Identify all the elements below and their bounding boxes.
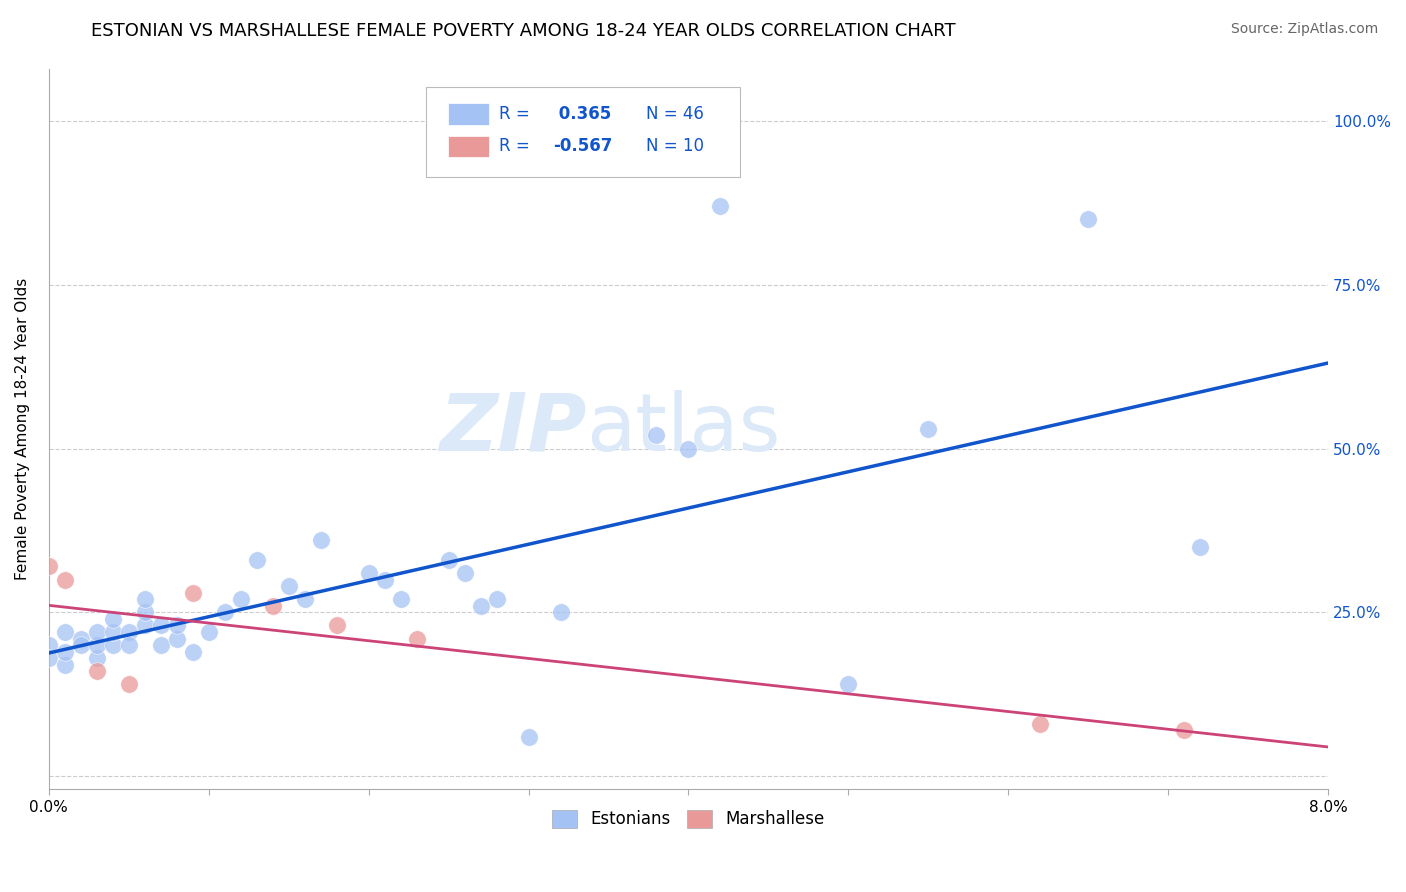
FancyBboxPatch shape	[449, 136, 489, 157]
Text: R =: R =	[499, 137, 536, 155]
Point	[277, 579, 299, 593]
Point	[86, 624, 108, 639]
Y-axis label: Female Poverty Among 18-24 Year Olds: Female Poverty Among 18-24 Year Olds	[15, 277, 30, 580]
Text: ESTONIAN VS MARSHALLESE FEMALE POVERTY AMONG 18-24 YEAR OLDS CORRELATION CHART: ESTONIAN VS MARSHALLESE FEMALE POVERTY A…	[91, 22, 956, 40]
Point	[550, 605, 572, 619]
Point	[405, 632, 427, 646]
Point	[69, 638, 91, 652]
Point	[374, 573, 396, 587]
Text: N = 46: N = 46	[647, 105, 704, 123]
Point	[38, 638, 60, 652]
Point	[69, 632, 91, 646]
Point	[101, 612, 124, 626]
Point	[38, 559, 60, 574]
Point	[437, 553, 460, 567]
Point	[166, 632, 188, 646]
Point	[517, 730, 540, 744]
Point	[389, 592, 412, 607]
Point	[101, 624, 124, 639]
Point	[1173, 723, 1195, 738]
FancyBboxPatch shape	[449, 103, 489, 125]
Point	[86, 638, 108, 652]
Point	[53, 657, 76, 672]
Point	[837, 677, 859, 691]
Point	[86, 665, 108, 679]
Point	[229, 592, 252, 607]
Point	[118, 624, 141, 639]
Point	[453, 566, 475, 580]
Point	[470, 599, 492, 613]
Point	[709, 199, 731, 213]
Point	[246, 553, 269, 567]
Text: N = 10: N = 10	[647, 137, 704, 155]
Point	[485, 592, 508, 607]
Point	[149, 618, 172, 632]
Point	[214, 605, 236, 619]
Point	[678, 442, 700, 456]
Text: -0.567: -0.567	[553, 137, 612, 155]
Point	[197, 624, 219, 639]
Point	[101, 638, 124, 652]
Point	[325, 618, 347, 632]
Point	[53, 573, 76, 587]
Point	[294, 592, 316, 607]
Text: Source: ZipAtlas.com: Source: ZipAtlas.com	[1230, 22, 1378, 37]
Point	[645, 428, 668, 442]
Point	[1189, 540, 1212, 554]
Text: ZIP: ZIP	[439, 390, 586, 468]
Point	[357, 566, 380, 580]
Point	[134, 618, 156, 632]
Point	[262, 599, 284, 613]
Point	[181, 645, 204, 659]
Text: atlas: atlas	[586, 390, 780, 468]
Point	[38, 651, 60, 665]
Point	[118, 677, 141, 691]
Point	[53, 624, 76, 639]
Point	[53, 645, 76, 659]
Point	[86, 651, 108, 665]
Text: 0.365: 0.365	[553, 105, 612, 123]
Point	[917, 422, 939, 436]
Point	[134, 592, 156, 607]
FancyBboxPatch shape	[426, 87, 740, 177]
Point	[134, 605, 156, 619]
Point	[149, 638, 172, 652]
Point	[166, 618, 188, 632]
Point	[118, 638, 141, 652]
Point	[181, 585, 204, 599]
Point	[1029, 716, 1052, 731]
Legend: Estonians, Marshallese: Estonians, Marshallese	[546, 803, 831, 835]
Text: R =: R =	[499, 105, 536, 123]
Point	[309, 533, 332, 548]
Point	[1077, 212, 1099, 227]
